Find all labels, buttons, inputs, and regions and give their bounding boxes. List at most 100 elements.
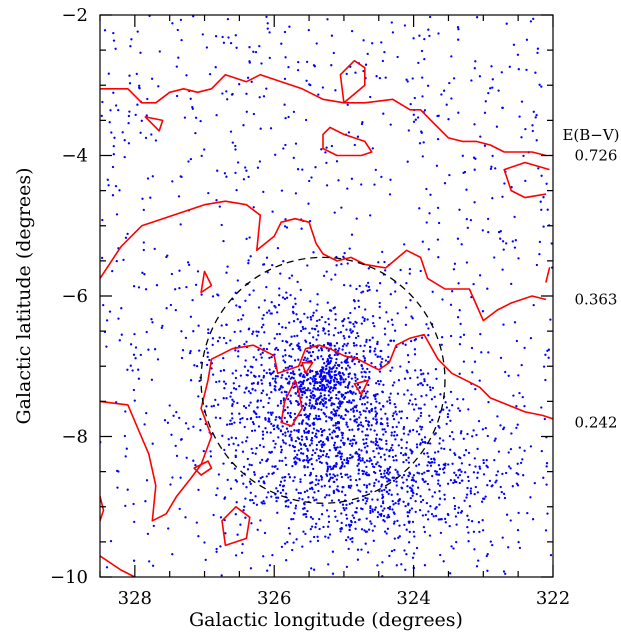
scatter-point-2351 — [304, 388, 308, 392]
scatter-point-582 — [441, 298, 444, 301]
scatter-point-125 — [189, 379, 193, 382]
scatter-point-2404 — [507, 546, 510, 549]
contour-0.726-island-4 — [503, 161, 550, 199]
scatter-point-355 — [501, 240, 505, 243]
scatter-point-1620 — [243, 365, 247, 368]
scatter-point-2502 — [369, 505, 372, 508]
scatter-point-1167 — [381, 357, 384, 361]
scatter-point-870 — [435, 164, 439, 167]
scatter-point-236 — [216, 487, 219, 490]
scatter-point-2460 — [306, 489, 309, 492]
x-tick-label-322: 322 — [536, 588, 570, 609]
scatter-point-1369 — [438, 467, 442, 471]
scatter-point-1333 — [304, 339, 307, 342]
scatter-point-476 — [465, 188, 468, 191]
scatter-point-199 — [315, 42, 318, 45]
scatter-point-2147 — [376, 342, 379, 345]
scatter-point-118 — [139, 131, 142, 134]
scatter-point-262 — [301, 545, 304, 548]
scatter-point-2925 — [511, 485, 514, 488]
scatter-point-1059 — [369, 402, 373, 406]
scatter-point-2977 — [381, 509, 384, 512]
scatter-point-1981 — [255, 446, 258, 450]
scatter-point-2696 — [375, 440, 379, 444]
scatter-point-2435 — [327, 563, 330, 566]
scatter-point-2322 — [328, 344, 332, 347]
scatter-point-2508 — [453, 507, 457, 511]
scatter-point-2740 — [395, 459, 398, 462]
scatter-point-844 — [129, 364, 132, 367]
scatter-point-98 — [342, 324, 345, 327]
scatter-point-935 — [315, 324, 318, 328]
scatter-point-2580 — [392, 479, 396, 482]
scatter-point-2537 — [332, 413, 335, 416]
scatter-point-76 — [335, 264, 338, 267]
scatter-point-469 — [520, 100, 524, 103]
scatter-point-2326 — [306, 373, 309, 376]
scatter-point-2091 — [324, 332, 327, 335]
scatter-point-428 — [283, 103, 286, 106]
scatter-point-1673 — [262, 263, 265, 266]
scatter-point-1126 — [370, 362, 373, 365]
scatter-point-925 — [318, 460, 322, 464]
scatter-point-1456 — [357, 305, 361, 309]
scatter-point-2526 — [235, 501, 238, 504]
scatter-point-1574 — [275, 487, 278, 490]
scatter-point-1416 — [238, 384, 241, 388]
scatter-point-3053 — [287, 526, 291, 530]
contour-0.242-island-5 — [301, 361, 314, 375]
scatter-point-574 — [307, 496, 310, 499]
scatter-point-2139 — [414, 369, 417, 372]
scatter-point-2894 — [486, 552, 489, 556]
scatter-point-69 — [406, 160, 409, 163]
scatter-point-2474 — [509, 519, 512, 522]
scatter-point-1188 — [289, 394, 292, 397]
scatter-point-837 — [373, 324, 376, 328]
scatter-point-2407 — [226, 478, 229, 482]
scatter-point-2776 — [398, 499, 401, 502]
scatter-point-213 — [408, 267, 412, 271]
scatter-point-1720 — [343, 458, 346, 462]
scatter-point-2411 — [280, 448, 283, 452]
scatter-point-330 — [150, 133, 153, 136]
scatter-point-2224 — [319, 370, 322, 373]
scatter-point-1156 — [197, 395, 200, 398]
scatter-point-1904 — [316, 397, 320, 400]
scatter-point-1020 — [371, 462, 374, 466]
scatter-point-1621 — [238, 412, 241, 415]
scatter-point-882 — [422, 141, 425, 144]
scatter-point-92 — [421, 240, 424, 243]
scatter-point-1476 — [364, 410, 367, 413]
scatter-point-2205 — [305, 396, 308, 399]
scatter-point-891 — [542, 365, 546, 368]
scatter-point-1758 — [234, 349, 237, 352]
scatter-point-52 — [512, 394, 515, 397]
scatter-point-164 — [192, 330, 195, 333]
scatter-point-1777 — [264, 417, 267, 420]
scatter-point-993 — [250, 429, 254, 433]
scatter-point-2255 — [309, 395, 312, 398]
scatter-point-1983 — [291, 306, 295, 309]
scatter-point-1816 — [363, 319, 366, 323]
scatter-point-675 — [364, 63, 368, 66]
scatter-point-392 — [546, 512, 549, 515]
scatter-point-2805 — [515, 405, 518, 408]
scatter-point-1822 — [240, 318, 243, 321]
scatter-point-429 — [289, 293, 292, 297]
scatter-point-424 — [171, 180, 174, 183]
scatter-point-579 — [542, 196, 545, 199]
scatter-point-1876 — [349, 439, 352, 442]
scatter-point-2318 — [324, 377, 327, 381]
scatter-point-2588 — [438, 490, 441, 493]
scatter-point-1512 — [305, 437, 309, 441]
scatter-point-362 — [436, 206, 440, 210]
scatter-point-2989 — [388, 449, 391, 452]
scatter-point-2774 — [501, 472, 504, 476]
scatter-point-691 — [229, 130, 233, 133]
scatter-point-546 — [418, 142, 422, 145]
scatter-point-370 — [536, 51, 539, 55]
x-tick-label-324: 324 — [396, 588, 430, 609]
contour-0.363 — [100, 200, 547, 322]
scatter-point-2749 — [507, 451, 510, 454]
scatter-point-1802 — [320, 461, 323, 465]
